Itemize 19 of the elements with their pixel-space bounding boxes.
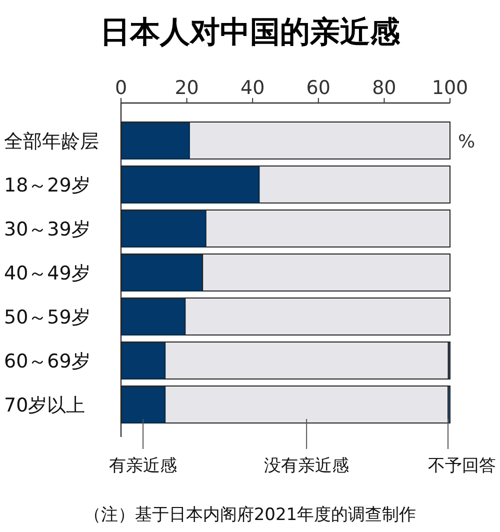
x-tick-label: 80 [372,77,396,99]
x-tick-label: 20 [174,77,199,99]
text: 有亲近感 [109,456,178,476]
x-tick-label: 40 [240,77,265,99]
x-tick-label: 0 [114,77,128,99]
y-tick-label: 50～59岁 [4,306,90,328]
text: （注）基于日本内阁府2021年度的调查制作 [84,505,416,525]
y-tick-label: 70岁以上 [4,394,86,416]
y-tick-label: 18～29岁 [4,174,90,196]
text: 不予回答 [428,456,496,476]
x-tick-label: 100 [432,77,468,99]
series-label: 没有亲近感 [264,456,350,476]
x-axis-title: % [458,132,476,152]
y-tick-label: 60～69岁 [4,350,90,372]
x-tick-label: 60 [306,77,330,99]
y-tick-label: 40～49岁 [4,262,90,284]
chart-title: 日本人对中国的亲近感 [100,15,401,50]
y-tick-label: 30～39岁 [4,218,90,240]
y-tick-label: 全部年龄层 [4,130,99,152]
